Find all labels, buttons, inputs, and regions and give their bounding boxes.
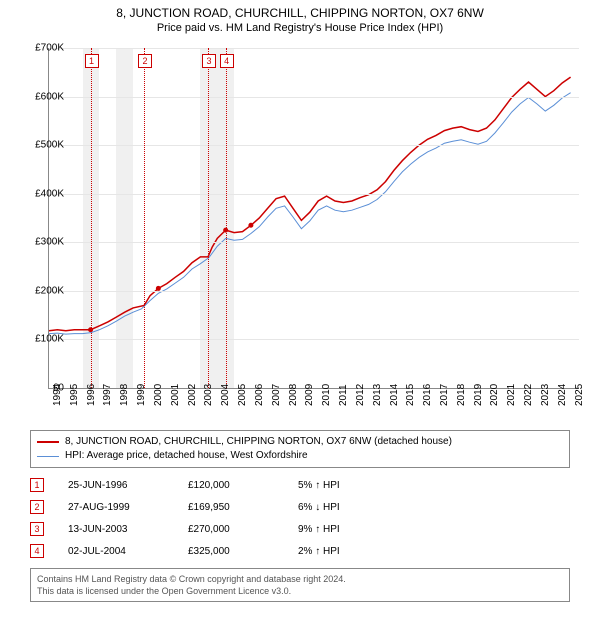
y-axis-label: £500K	[22, 140, 64, 151]
chart-svg	[49, 48, 579, 388]
x-axis-label: 2004	[220, 384, 231, 406]
chart-subtitle: Price paid vs. HM Land Registry's House …	[0, 20, 600, 34]
transaction-delta: 5% ↑ HPI	[298, 480, 378, 491]
x-axis-label: 2003	[203, 384, 214, 406]
y-axis-label: £700K	[22, 43, 64, 54]
y-axis-label: £400K	[22, 188, 64, 199]
event-marker-2: 2	[138, 54, 152, 68]
transaction-price: £169,950	[188, 502, 298, 513]
x-axis-label: 2018	[456, 384, 467, 406]
transaction-date: 25-JUN-1996	[68, 480, 188, 491]
x-axis-label: 2005	[237, 384, 248, 406]
legend-item: HPI: Average price, detached house, West…	[37, 449, 563, 463]
y-axis-label: £100K	[22, 334, 64, 345]
x-axis-label: 2009	[304, 384, 315, 406]
x-axis-label: 2012	[355, 384, 366, 406]
x-axis-label: 2015	[405, 384, 416, 406]
x-axis-label: 2019	[473, 384, 484, 406]
x-axis-label: 2011	[338, 384, 349, 406]
legend-swatch	[37, 456, 59, 457]
x-axis-label: 1995	[69, 384, 80, 406]
transaction-price: £120,000	[188, 480, 298, 491]
transaction-date: 27-AUG-1999	[68, 502, 188, 513]
x-axis-label: 2025	[574, 384, 585, 406]
transaction-delta: 9% ↑ HPI	[298, 524, 378, 535]
x-axis-label: 2013	[372, 384, 383, 406]
transaction-marker-box: 1	[30, 478, 44, 492]
x-axis-label: 2014	[389, 384, 400, 406]
transaction-date: 13-JUN-2003	[68, 524, 188, 535]
event-marker-3: 3	[202, 54, 216, 68]
x-axis-label: 1997	[102, 384, 113, 406]
legend-box: 8, JUNCTION ROAD, CHURCHILL, CHIPPING NO…	[30, 430, 570, 468]
x-axis-label: 1996	[86, 384, 97, 406]
x-axis-label: 1998	[119, 384, 130, 406]
y-axis-label: £600K	[22, 91, 64, 102]
legend-label: HPI: Average price, detached house, West…	[65, 449, 308, 463]
chart-title: 8, JUNCTION ROAD, CHURCHILL, CHIPPING NO…	[0, 0, 600, 20]
x-axis-label: 2007	[271, 384, 282, 406]
x-axis-label: 2020	[489, 384, 500, 406]
x-axis-label: 2002	[187, 384, 198, 406]
transaction-marker-box: 3	[30, 522, 44, 536]
transaction-price: £270,000	[188, 524, 298, 535]
y-axis-label: £300K	[22, 237, 64, 248]
transaction-row: 3 13-JUN-2003£270,0009% ↑ HPI	[30, 518, 378, 540]
x-axis-label: 2022	[523, 384, 534, 406]
x-axis-label: 2017	[439, 384, 450, 406]
transaction-date: 02-JUL-2004	[68, 546, 188, 557]
x-axis-label: 2024	[557, 384, 568, 406]
x-axis-label: 2006	[254, 384, 265, 406]
y-axis-label: £200K	[22, 285, 64, 296]
legend-swatch	[37, 441, 59, 443]
x-axis-label: 2001	[170, 384, 181, 406]
attribution-box: Contains HM Land Registry data © Crown c…	[30, 568, 570, 602]
event-marker-1: 1	[85, 54, 99, 68]
transaction-marker-box: 4	[30, 544, 44, 558]
transaction-row: 1 25-JUN-1996£120,0005% ↑ HPI	[30, 474, 378, 496]
transaction-delta: 2% ↑ HPI	[298, 546, 378, 557]
x-axis-label: 2010	[321, 384, 332, 406]
chart-plot-area: 1 2 34	[48, 48, 579, 389]
chart-container: 8, JUNCTION ROAD, CHURCHILL, CHIPPING NO…	[0, 0, 600, 620]
legend-label: 8, JUNCTION ROAD, CHURCHILL, CHIPPING NO…	[65, 435, 452, 449]
transaction-row: 4 02-JUL-2004£325,0002% ↑ HPI	[30, 540, 378, 562]
x-axis-label: 2016	[422, 384, 433, 406]
x-axis-label: 1994	[52, 384, 63, 406]
x-axis-label: 1999	[136, 384, 147, 406]
attribution-line: Contains HM Land Registry data © Crown c…	[37, 573, 563, 585]
x-axis-label: 2008	[288, 384, 299, 406]
x-axis-label: 2021	[506, 384, 517, 406]
attribution-line: This data is licensed under the Open Gov…	[37, 585, 563, 597]
transactions-table: 1 25-JUN-1996£120,0005% ↑ HPI 2 27-AUG-1999…	[30, 474, 378, 562]
x-axis-label: 2023	[540, 384, 551, 406]
transaction-price: £325,000	[188, 546, 298, 557]
transaction-row: 2 27-AUG-1999£169,9506% ↓ HPI	[30, 496, 378, 518]
event-marker-4: 4	[220, 54, 234, 68]
transaction-marker-box: 2	[30, 500, 44, 514]
legend-item: 8, JUNCTION ROAD, CHURCHILL, CHIPPING NO…	[37, 435, 563, 449]
x-axis-label: 2000	[153, 384, 164, 406]
transaction-delta: 6% ↓ HPI	[298, 502, 378, 513]
